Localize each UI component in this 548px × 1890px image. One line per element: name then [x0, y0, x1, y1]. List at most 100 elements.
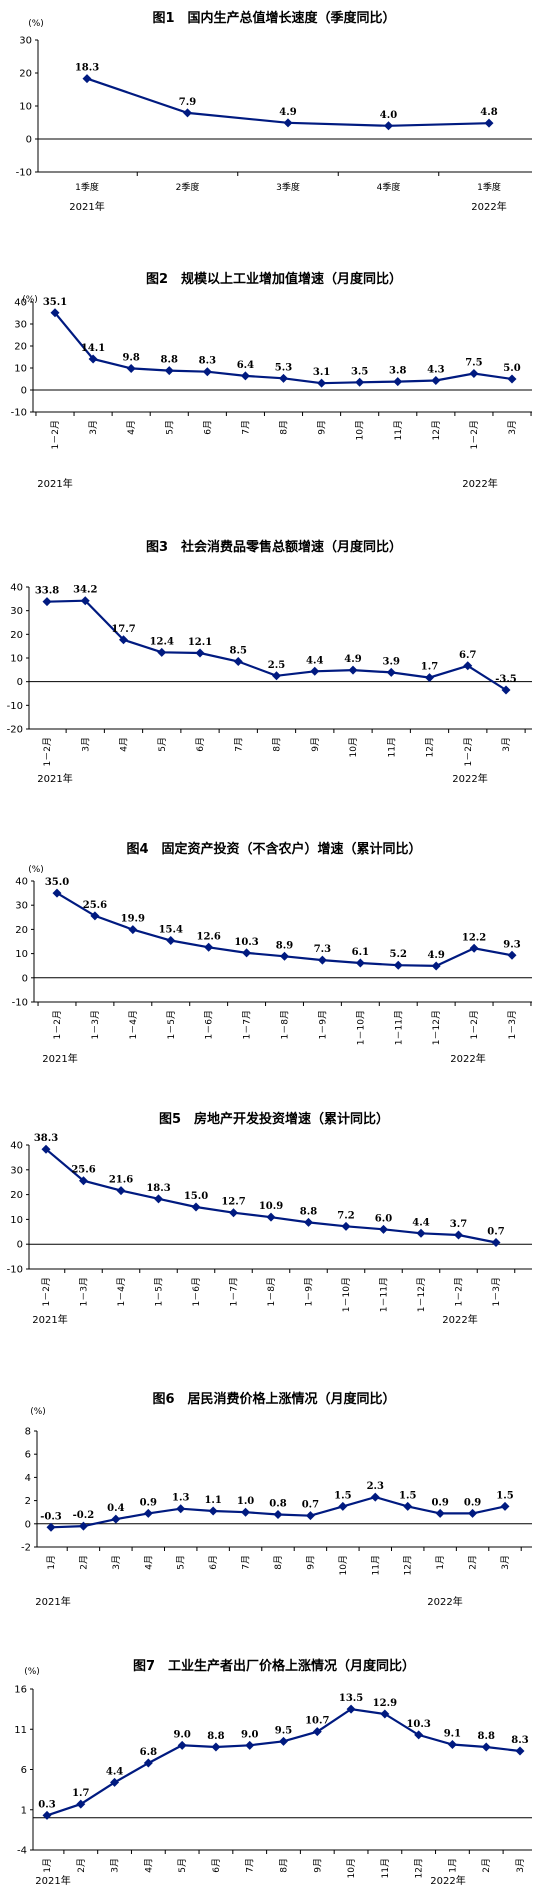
y-tick-label: 4 — [25, 1473, 31, 1484]
x-tick-label: 3月 — [515, 1858, 526, 1873]
x-tick-label: 1－9月 — [304, 1277, 315, 1306]
data-point — [283, 118, 293, 128]
y-tick-label: 30 — [10, 1165, 23, 1176]
x-tick-label: 1－2月 — [42, 737, 53, 766]
data-label: 34.2 — [73, 585, 97, 596]
y-tick-label: 40 — [14, 298, 27, 309]
data-point — [272, 671, 281, 681]
data-point — [79, 1176, 88, 1186]
data-point — [143, 1758, 153, 1768]
x-tick-label: 1－2月 — [50, 420, 61, 449]
data-label: 0.4 — [107, 1503, 124, 1514]
y-tick-label: -10 — [7, 701, 23, 712]
x-tick-label: 1－10月 — [355, 1010, 366, 1045]
data-label: 4.9 — [427, 950, 444, 961]
data-label: 38.3 — [34, 1133, 58, 1144]
y-tick-label: 30 — [10, 606, 23, 617]
x-tick-label: 1月 — [42, 1858, 53, 1873]
x-tick-label: 11月 — [393, 420, 404, 440]
data-label: 8.5 — [230, 646, 247, 657]
x-tick-label: 1－7月 — [242, 1010, 253, 1039]
x-tick-label: 1－3月 — [491, 1277, 502, 1306]
data-label: 0.9 — [431, 1497, 448, 1508]
data-label: 8.8 — [300, 1206, 317, 1217]
data-label: 2.3 — [367, 1481, 384, 1492]
data-label: 8.8 — [478, 1731, 495, 1742]
x-tick-label: 3月 — [88, 420, 99, 435]
data-label: 7.9 — [179, 97, 196, 108]
data-point — [42, 1810, 52, 1820]
y-tick-label: 6 — [21, 1765, 27, 1776]
data-point — [128, 925, 138, 935]
year-label: 2021年 — [37, 477, 72, 490]
y-tick-label: -10 — [16, 168, 32, 179]
y-tick-label: 40 — [10, 1141, 23, 1152]
x-tick-label: 5月 — [177, 1858, 188, 1873]
data-label: 9.1 — [444, 1729, 461, 1740]
data-point — [273, 1510, 283, 1520]
data-point — [454, 1230, 463, 1240]
data-point — [202, 367, 212, 377]
data-label: 4.0 — [380, 110, 397, 121]
x-tick-label: 12月 — [425, 737, 436, 757]
data-label: 7.5 — [465, 358, 482, 369]
data-point — [481, 1742, 491, 1752]
data-label: 10.3 — [406, 1719, 430, 1730]
y-tick-label: 10 — [14, 364, 27, 375]
data-point — [431, 961, 441, 971]
data-label: 4.9 — [279, 107, 296, 118]
data-label: 14.1 — [81, 343, 105, 354]
data-label: 9.0 — [173, 1729, 190, 1740]
x-tick-label: 6月 — [202, 420, 213, 435]
y-tick-label: -2 — [21, 1543, 31, 1554]
x-tick-label: 1－2月 — [41, 1277, 52, 1306]
data-point — [52, 888, 62, 898]
year-label: 2022年 — [471, 200, 506, 213]
x-tick-label: 3月 — [80, 737, 91, 752]
data-point — [447, 1740, 457, 1750]
data-label: 3.1 — [313, 367, 330, 378]
data-point — [348, 665, 358, 675]
x-tick-label: 12月 — [403, 1555, 414, 1575]
x-tick-label: 9月 — [312, 1858, 323, 1873]
x-tick-label: 2月 — [76, 1858, 87, 1873]
x-tick-label: 12月 — [431, 420, 442, 440]
data-label: 33.8 — [35, 586, 59, 597]
year-label: 2022年 — [430, 1874, 465, 1887]
data-label: 0.9 — [464, 1497, 481, 1508]
data-point — [88, 354, 98, 364]
x-tick-label: 1月 — [46, 1555, 57, 1570]
data-point — [195, 648, 205, 658]
year-label: 2021年 — [69, 200, 104, 213]
data-point — [204, 942, 214, 952]
x-tick-label: 1－2月 — [454, 1277, 465, 1306]
data-point — [46, 1522, 56, 1532]
y-tick-label: 0 — [21, 386, 27, 397]
data-label: 10.3 — [234, 937, 258, 948]
y-unit-label: (%) — [28, 19, 44, 29]
x-tick-label: 1－10月 — [341, 1277, 352, 1312]
data-point — [370, 1492, 380, 1502]
year-label: 2022年 — [450, 1052, 485, 1065]
x-tick-label: 1－4月 — [116, 1277, 127, 1306]
y-tick-label: 40 — [10, 583, 23, 594]
chart-5: 图5 房地产开发投资增速（累计同比） -10 0 10 20 30 40 1－2月 1－3月 1－… — [7, 1111, 532, 1326]
data-point — [42, 597, 52, 607]
data-point — [515, 1746, 525, 1756]
data-label: 9.3 — [503, 939, 520, 950]
data-label: 15.0 — [184, 1191, 208, 1202]
x-tick-label: 1季度 — [477, 181, 501, 193]
data-label: 2.5 — [268, 660, 285, 671]
x-tick-label: 5月 — [176, 1555, 187, 1570]
x-tick-label: 6月 — [211, 1858, 222, 1873]
x-tick-label: 3月 — [507, 420, 518, 435]
data-label: 6.8 — [140, 1747, 157, 1758]
data-point — [229, 1208, 238, 1218]
year-label: 2022年 — [462, 477, 497, 490]
data-point — [355, 958, 365, 968]
x-tick-label: 8月 — [272, 737, 283, 752]
x-tick-label: 8月 — [279, 1858, 290, 1873]
data-label: 0.7 — [302, 1500, 319, 1511]
data-label: 3.7 — [450, 1219, 467, 1230]
data-label: 8.8 — [207, 1731, 224, 1742]
